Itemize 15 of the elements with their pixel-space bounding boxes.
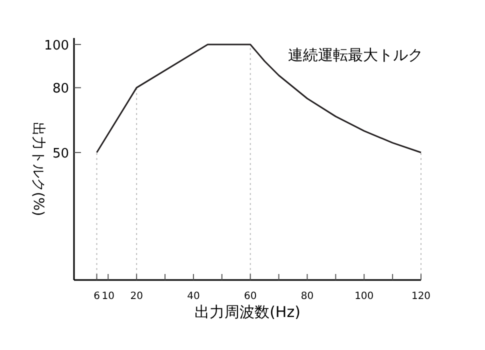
x-tick-label: 40 bbox=[187, 291, 200, 302]
line-series bbox=[96, 44, 422, 154]
x-tick-label: 120 bbox=[411, 291, 431, 302]
x-tick-label: 20 bbox=[130, 291, 143, 302]
annotation: 連続運転最大トルク bbox=[288, 46, 423, 64]
x-tick-label: 100 bbox=[354, 291, 374, 302]
x-tick-label: 60 bbox=[244, 291, 257, 302]
x-tick-label: 10 bbox=[102, 291, 114, 302]
x-tick-label: 6 bbox=[94, 291, 100, 302]
x-tick-label: 80 bbox=[300, 291, 314, 302]
y-tick-label: 80 bbox=[52, 82, 69, 97]
y-tick-label: 100 bbox=[44, 38, 69, 54]
y-axis-title: 出力トルク(%) bbox=[30, 122, 46, 216]
y-tick-label: 50 bbox=[52, 146, 69, 162]
x-axis-title: 出力周波数(Hz) bbox=[194, 303, 300, 321]
